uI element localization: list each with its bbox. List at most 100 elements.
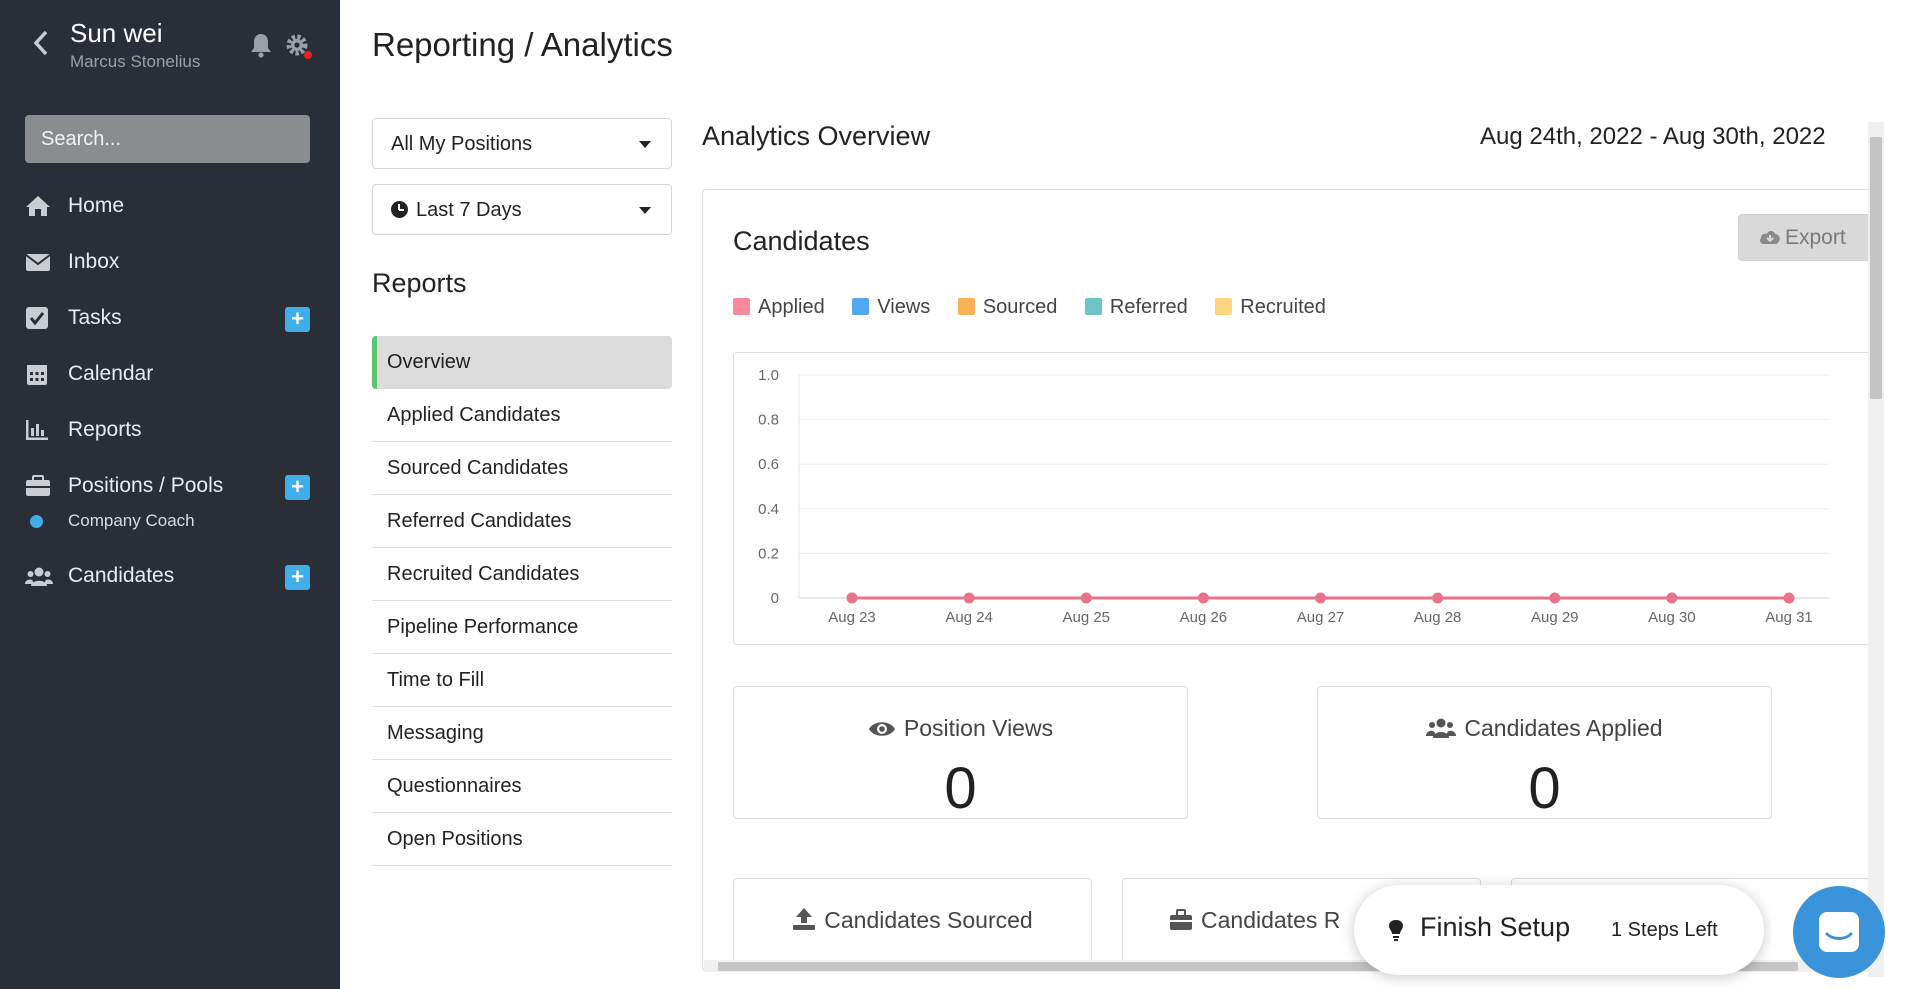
y-tick-label: 0.2 bbox=[758, 545, 779, 562]
date-range-label: Aug 24th, 2022 - Aug 30th, 2022 bbox=[1480, 123, 1826, 150]
sidebar-item-label: Home bbox=[68, 194, 125, 217]
data-point bbox=[1783, 592, 1795, 604]
sidebar-subitem-company-coach[interactable]: Company Coach bbox=[0, 508, 340, 534]
chat-icon bbox=[1819, 912, 1859, 952]
candidates-card-title: Candidates bbox=[733, 226, 870, 256]
sidebar-item-tasks[interactable]: Tasks + bbox=[0, 296, 340, 340]
legend-item-applied[interactable]: Applied bbox=[733, 296, 825, 319]
date-range-dropdown-text: Last 7 Days bbox=[391, 199, 522, 222]
legend-item-referred[interactable]: Referred bbox=[1084, 296, 1188, 319]
report-item-overview[interactable]: Overview bbox=[372, 336, 672, 389]
y-tick-label: 1.0 bbox=[758, 367, 779, 384]
report-item-open-positions[interactable]: Open Positions bbox=[372, 813, 672, 866]
vertical-scrollbar-thumb[interactable] bbox=[1870, 137, 1882, 399]
briefcase-icon bbox=[1170, 909, 1192, 930]
eye-icon bbox=[868, 722, 895, 736]
stat-value: 0 bbox=[944, 756, 977, 821]
horizontal-scrollbar-thumb[interactable] bbox=[718, 962, 1798, 971]
add-candidate-button[interactable]: + bbox=[285, 565, 310, 590]
legend-label: Recruited bbox=[1240, 296, 1326, 318]
date-range-dropdown[interactable]: Last 7 Days bbox=[372, 184, 672, 235]
data-point bbox=[1432, 592, 1444, 604]
reports-heading: Reports bbox=[372, 268, 467, 298]
x-tick-label: Aug 31 bbox=[1765, 609, 1813, 626]
data-point bbox=[846, 592, 858, 604]
stat-label: Candidates Applied bbox=[1318, 715, 1771, 742]
calendar-icon bbox=[25, 362, 49, 386]
sidebar-subitem-label: Company Coach bbox=[68, 511, 195, 530]
legend-item-recruited[interactable]: Recruited bbox=[1215, 296, 1326, 319]
candidates-card: Candidates Export Applied Views Sourced … bbox=[702, 189, 1870, 971]
users-icon bbox=[1426, 718, 1457, 738]
legend-item-sourced[interactable]: Sourced bbox=[957, 296, 1058, 319]
report-item-pipeline-performance[interactable]: Pipeline Performance bbox=[372, 601, 672, 654]
x-tick-label: Aug 26 bbox=[1180, 609, 1228, 626]
sidebar-item-reports[interactable]: Reports bbox=[0, 408, 340, 452]
date-range-dropdown-value: Last 7 Days bbox=[416, 199, 522, 221]
report-item-sourced-candidates[interactable]: Sourced Candidates bbox=[372, 442, 672, 495]
sidebar-item-positions-pools[interactable]: Positions / Pools + bbox=[0, 464, 340, 508]
cloud-download-icon bbox=[1760, 231, 1780, 244]
x-tick-label: Aug 25 bbox=[1062, 609, 1110, 626]
chat-launcher-button[interactable] bbox=[1793, 886, 1885, 978]
finish-setup-button[interactable]: Finish Setup 1 Steps Left bbox=[1354, 885, 1764, 975]
analytics-title: Analytics Overview bbox=[702, 121, 931, 151]
page-title: Reporting / Analytics bbox=[372, 26, 673, 63]
home-icon bbox=[25, 194, 50, 218]
bar-chart-icon bbox=[25, 418, 49, 442]
user-name: Sun wei bbox=[70, 18, 163, 48]
positions-dropdown-value: All My Positions bbox=[391, 133, 533, 155]
report-item-time-to-fill[interactable]: Time to Fill bbox=[372, 654, 672, 707]
legend-item-views[interactable]: Views bbox=[852, 296, 930, 319]
sidebar-item-label: Reports bbox=[68, 418, 142, 441]
legend-swatch bbox=[1084, 298, 1102, 315]
settings-gear-icon[interactable] bbox=[284, 32, 312, 60]
sidebar-item-calendar[interactable]: Calendar bbox=[0, 352, 340, 396]
export-button[interactable]: Export bbox=[1738, 214, 1869, 261]
sidebar: Sun wei Marcus Stonelius Home Inbox Task… bbox=[0, 0, 340, 989]
sidebar-item-label: Calendar bbox=[68, 362, 154, 385]
sidebar-item-candidates[interactable]: Candidates + bbox=[0, 554, 340, 598]
vertical-scrollbar[interactable] bbox=[1868, 122, 1884, 977]
briefcase-icon bbox=[25, 474, 50, 498]
stat-label-text: Candidates Sourced bbox=[824, 907, 1033, 933]
sidebar-item-home[interactable]: Home bbox=[0, 184, 340, 228]
export-button-label: Export bbox=[1785, 226, 1846, 249]
clock-icon bbox=[391, 201, 408, 218]
stat-candidates-sourced: Candidates Sourced bbox=[733, 878, 1092, 970]
upload-icon bbox=[793, 908, 816, 930]
stat-candidates-applied: Candidates Applied 0 bbox=[1317, 686, 1772, 821]
sidebar-item-label: Positions / Pools bbox=[68, 474, 224, 497]
legend-label: Applied bbox=[758, 296, 825, 318]
x-tick-label: Aug 29 bbox=[1531, 609, 1579, 626]
y-tick-label: 0 bbox=[771, 590, 779, 607]
users-icon bbox=[25, 564, 53, 588]
sidebar-item-inbox[interactable]: Inbox bbox=[0, 240, 340, 284]
add-position-button[interactable]: + bbox=[285, 475, 310, 500]
line-chart: 1.0 0.8 0.6 0.4 0.2 0 Aug 23 Aug 24 Aug 25 Aug 26… bbox=[733, 352, 1869, 645]
report-item-messaging[interactable]: Messaging bbox=[372, 707, 672, 760]
back-arrow-icon[interactable] bbox=[28, 26, 54, 60]
notification-dot bbox=[304, 51, 312, 59]
legend-label: Referred bbox=[1109, 296, 1188, 318]
legend-swatch bbox=[1215, 298, 1233, 315]
add-task-button[interactable]: + bbox=[285, 307, 310, 332]
legend-swatch bbox=[957, 298, 975, 315]
search-input[interactable] bbox=[25, 115, 310, 163]
y-tick-label: 0.4 bbox=[758, 501, 779, 518]
report-item-applied-candidates[interactable]: Applied Candidates bbox=[372, 389, 672, 442]
envelope-icon bbox=[25, 250, 51, 274]
report-item-recruited-candidates[interactable]: Recruited Candidates bbox=[372, 548, 672, 601]
data-point bbox=[1666, 592, 1678, 604]
positions-dropdown[interactable]: All My Positions bbox=[372, 118, 672, 169]
data-point bbox=[1315, 592, 1326, 604]
legend-label: Sourced bbox=[982, 296, 1058, 318]
user-subtitle: Marcus Stonelius bbox=[70, 52, 201, 71]
data-point bbox=[963, 592, 975, 604]
bell-icon[interactable] bbox=[249, 32, 273, 58]
stat-label-text: Position Views bbox=[903, 715, 1054, 741]
stat-label-text: Candidates R bbox=[1201, 907, 1341, 933]
report-item-questionnaires[interactable]: Questionnaires bbox=[372, 760, 672, 813]
report-item-referred-candidates[interactable]: Referred Candidates bbox=[372, 495, 672, 548]
caret-down-icon bbox=[639, 141, 651, 148]
